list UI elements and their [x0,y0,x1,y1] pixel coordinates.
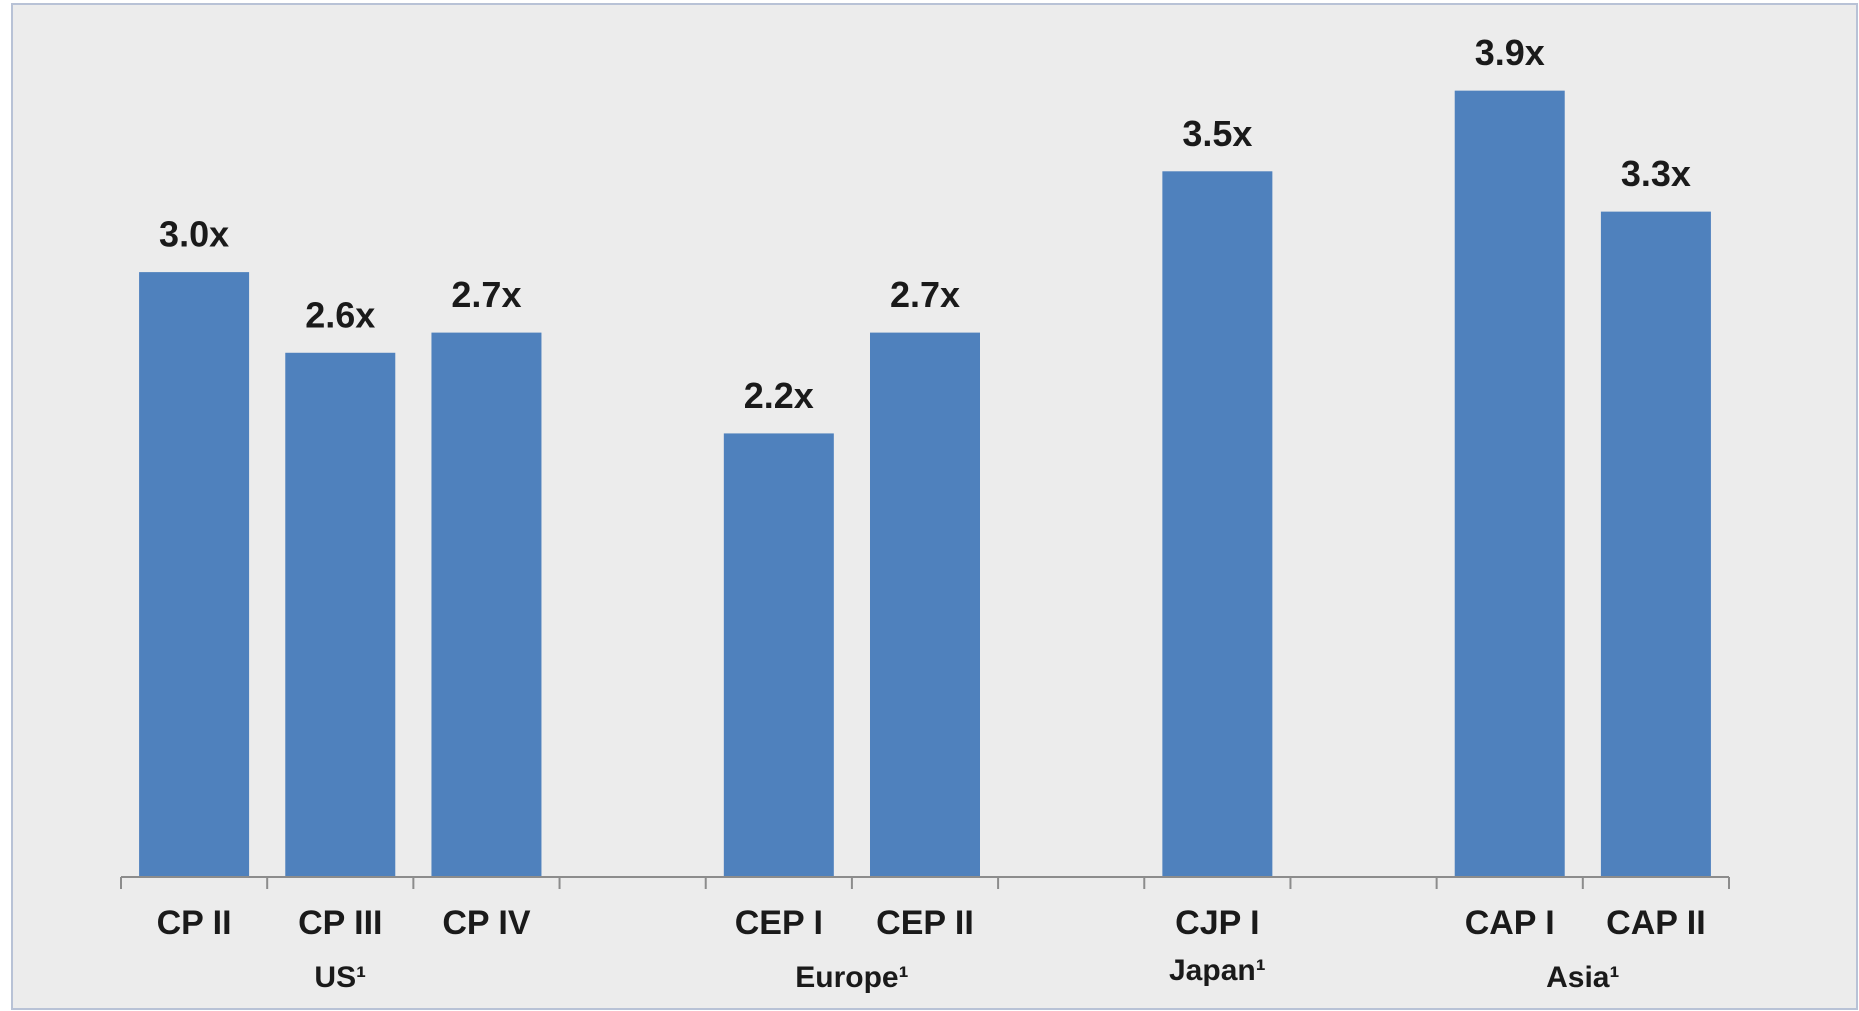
x-tick-label: CEP II [876,904,974,942]
bar [723,433,834,877]
x-tick-label: CP III [298,904,382,942]
x-tick-label: CAP I [1465,904,1555,942]
x-tick-label: CP II [157,904,232,942]
bar [1600,211,1711,877]
group-label: Europe¹ [795,961,908,994]
group-label: US¹ [314,961,366,994]
group-label: Asia¹ [1546,961,1619,994]
data-label: 3.9x [1475,32,1545,73]
x-tick-label: CJP I [1175,904,1259,942]
bar [139,272,250,877]
x-tick-label: CEP I [735,904,823,942]
bar [1454,90,1565,877]
data-label: 3.0x [159,214,229,255]
x-tick-label: CAP II [1606,904,1706,942]
data-label: 3.5x [1182,113,1252,154]
bar [870,332,980,878]
data-label: 2.7x [890,274,960,315]
group-label: Japan¹ [1169,954,1266,987]
bar [285,352,396,877]
bar [1162,171,1273,878]
data-label: 3.3x [1621,153,1691,194]
data-label: 2.6x [305,294,375,335]
bar [431,332,542,878]
data-label: 2.2x [744,375,814,416]
x-tick-label: CP IV [442,904,531,942]
data-label: 2.7x [451,274,521,315]
